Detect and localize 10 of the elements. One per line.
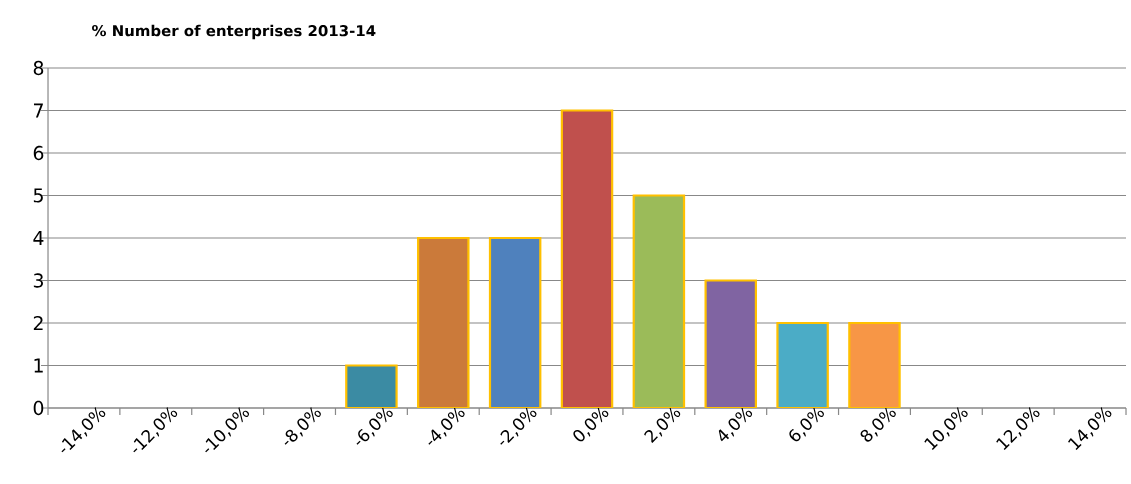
y-tick-label: 5: [33, 188, 43, 203]
y-tick-label: 8: [33, 60, 44, 76]
y-tick-label: 0: [33, 400, 44, 416]
y-tick-label: 1: [34, 358, 43, 373]
y-tick-label: 3: [33, 273, 43, 288]
y-tick-label: 6: [33, 145, 44, 161]
chart-title: % Number of enterprises 2013-14: [92, 24, 376, 40]
y-tick-label: 7: [34, 103, 43, 118]
y-tick-label: 4: [33, 231, 44, 245]
y-tick-label: 2: [33, 315, 43, 331]
